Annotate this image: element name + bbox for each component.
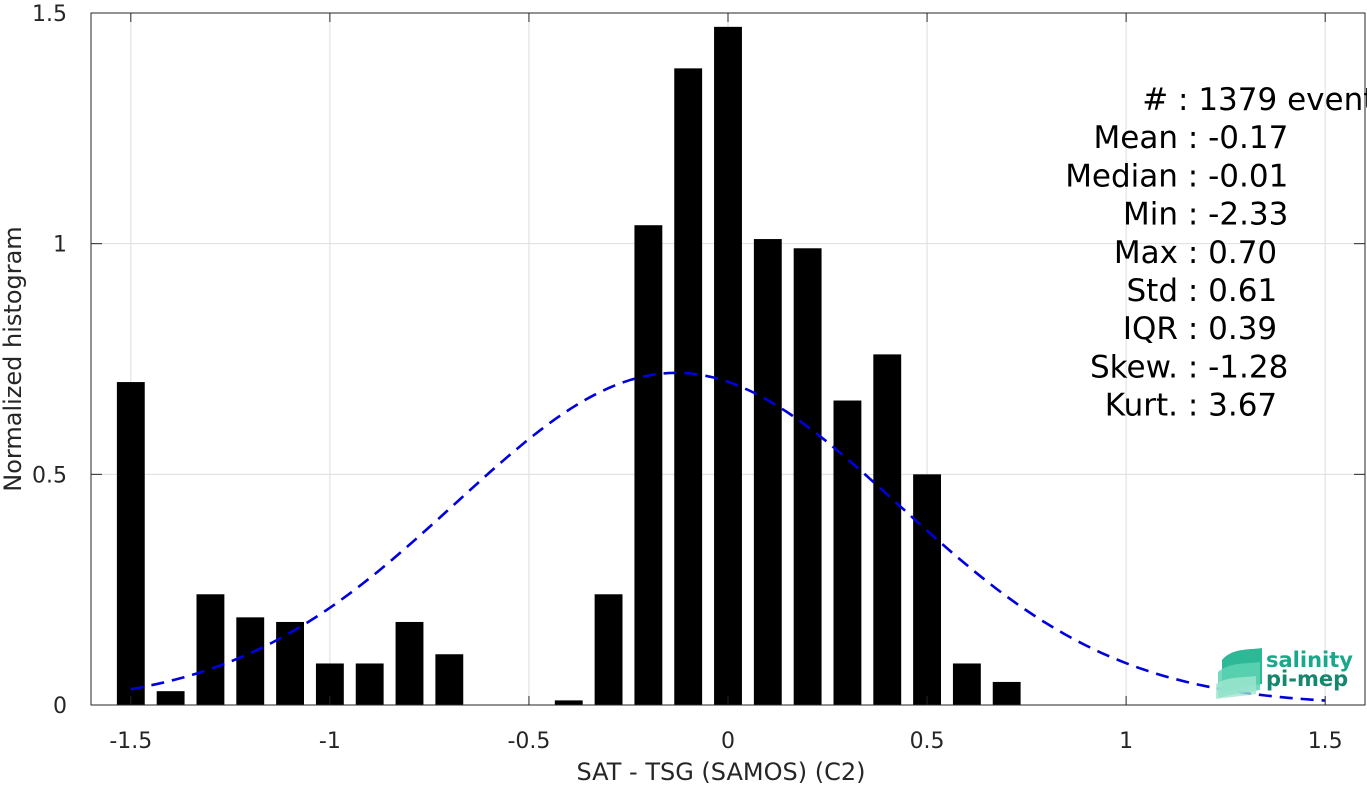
stat-value: : 0.70 bbox=[1178, 235, 1277, 271]
stat-value: : 0.39 bbox=[1178, 311, 1277, 347]
stat-value: : 1379 events bbox=[1178, 82, 1367, 118]
stat-line: Skew. : -1.28 bbox=[1090, 349, 1288, 385]
histogram-bar bbox=[674, 68, 703, 706]
stat-line: # : 1379 events bbox=[1142, 82, 1367, 118]
histogram-bar bbox=[196, 594, 225, 705]
histogram-bar bbox=[952, 663, 981, 705]
histogram-bar bbox=[395, 621, 424, 705]
stat-line: Kurt. : 3.67 bbox=[1105, 388, 1277, 424]
x-tick-label: 1 bbox=[1119, 729, 1133, 754]
stat-line: Median : -0.01 bbox=[1065, 158, 1288, 194]
y-tick-label: 0 bbox=[53, 694, 67, 719]
gaussian-fit-curve bbox=[130, 371, 1326, 702]
stat-value: : 3.67 bbox=[1178, 388, 1277, 424]
histogram-bar bbox=[873, 354, 902, 705]
histogram-bar bbox=[355, 663, 384, 705]
histogram-bar bbox=[435, 654, 464, 705]
stat-line: Min : -2.33 bbox=[1123, 197, 1288, 233]
stat-value: : 0.61 bbox=[1178, 273, 1277, 309]
histogram-bar bbox=[634, 225, 663, 706]
stat-label: Std bbox=[1127, 273, 1179, 309]
x-tick-labels: -1.5 -1 -0.5 0 0.5 1 1.5 bbox=[109, 729, 1342, 754]
histogram-bar bbox=[714, 26, 742, 705]
logo-text-salinity: salinity bbox=[1266, 648, 1353, 672]
stat-label: Median bbox=[1065, 158, 1178, 194]
stat-line: Mean : -0.17 bbox=[1094, 120, 1289, 156]
stat-value: : -0.17 bbox=[1178, 120, 1288, 156]
x-axis-label: SAT - TSG (SAMOS) (C2) bbox=[577, 758, 866, 785]
stat-label: Kurt. bbox=[1105, 388, 1178, 424]
logo-wave-icon bbox=[1216, 648, 1262, 699]
histogram-bar bbox=[276, 621, 304, 705]
histogram-bars bbox=[116, 26, 1021, 706]
logo-text-pi-mep: pi-mep bbox=[1266, 667, 1348, 691]
y-tick-label: 1.5 bbox=[32, 2, 67, 27]
histogram-bar bbox=[913, 474, 941, 705]
stat-label: Min bbox=[1123, 197, 1178, 233]
x-tick-label: 1.5 bbox=[1308, 729, 1343, 754]
x-tick-label: -1 bbox=[319, 729, 341, 754]
stat-label: Mean bbox=[1094, 120, 1178, 156]
histogram-bar bbox=[992, 681, 1021, 705]
histogram-bar bbox=[116, 382, 145, 705]
histogram-bar bbox=[236, 617, 265, 705]
salinity-pi-mep-logo: salinity pi-mep bbox=[1216, 648, 1353, 699]
histogram-bar bbox=[753, 239, 782, 705]
stat-value: : -1.28 bbox=[1178, 349, 1288, 385]
histogram-bar bbox=[156, 691, 185, 705]
axis-ticks bbox=[91, 12, 1365, 706]
x-tick-label: 0.5 bbox=[910, 729, 945, 754]
y-axis-label: Normalized histogram bbox=[0, 226, 27, 491]
histogram-bar bbox=[594, 594, 623, 705]
histogram-bar bbox=[833, 400, 862, 705]
stat-label: Max bbox=[1114, 235, 1178, 271]
x-tick-label: -1.5 bbox=[109, 729, 152, 754]
stat-label: IQR bbox=[1123, 311, 1178, 347]
x-tick-label: 0 bbox=[721, 729, 735, 754]
stat-label: Skew. bbox=[1090, 349, 1178, 385]
histogram-bar bbox=[554, 700, 583, 705]
stat-line: IQR : 0.39 bbox=[1123, 311, 1277, 347]
stat-label: # bbox=[1142, 82, 1178, 118]
histogram-bar bbox=[793, 248, 822, 705]
stat-line: Max : 0.70 bbox=[1114, 235, 1277, 271]
y-tick-labels: 0 0.5 1 1.5 bbox=[32, 2, 67, 719]
y-tick-label: 0.5 bbox=[32, 463, 67, 488]
x-tick-label: -0.5 bbox=[507, 729, 550, 754]
y-tick-label: 1 bbox=[53, 233, 67, 258]
stat-line: Std : 0.61 bbox=[1127, 273, 1278, 309]
stat-value: : -2.33 bbox=[1178, 197, 1288, 233]
stat-value: : -0.01 bbox=[1178, 158, 1288, 194]
